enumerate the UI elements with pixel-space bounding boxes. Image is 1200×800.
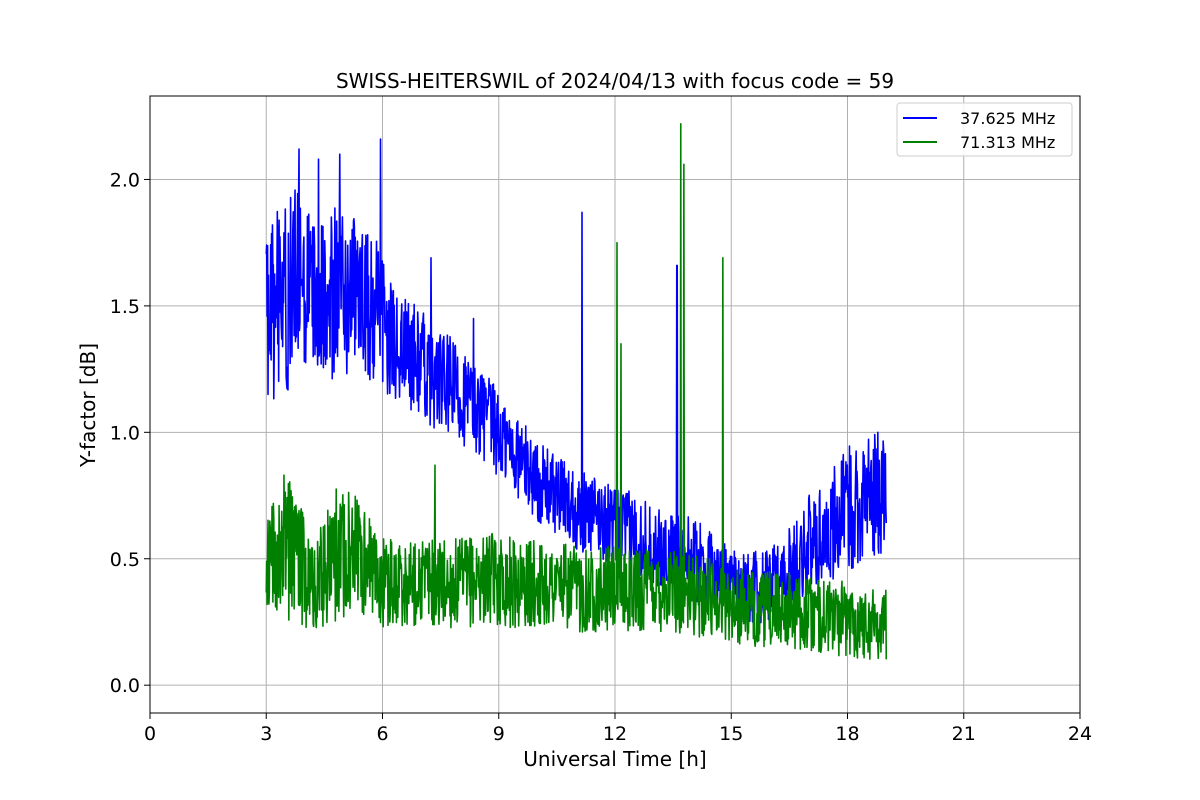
- y-tick-label: 1.0: [110, 422, 140, 444]
- x-tick-label: 12: [603, 723, 627, 745]
- x-tick-label: 6: [376, 723, 388, 745]
- y-axis-ticks: 0.0 0.5 1.0 1.5 2.0: [110, 169, 150, 697]
- x-tick-label: 24: [1068, 723, 1092, 745]
- x-tick-label: 18: [835, 723, 859, 745]
- legend-entry: 71.313 MHz: [960, 133, 1055, 152]
- chart-title: SWISS-HEITERSWIL of 2024/04/13 with focu…: [336, 69, 894, 93]
- x-tick-label: 15: [719, 723, 743, 745]
- legend: 37.625 MHz 71.313 MHz: [896, 102, 1073, 157]
- legend-entry: 37.625 MHz: [960, 109, 1055, 128]
- plot-area: [265, 123, 888, 660]
- legend-box: [896, 102, 1073, 157]
- x-axis-ticks: 0 3 6 9 12 15 18 21 24: [144, 713, 1092, 745]
- x-tick-label: 0: [144, 723, 156, 745]
- series-line: [265, 138, 888, 626]
- x-axis-label: Universal Time [h]: [523, 747, 706, 771]
- y-tick-label: 0.0: [110, 675, 140, 697]
- y-tick-label: 1.5: [110, 296, 140, 318]
- y-tick-label: 0.5: [110, 549, 140, 571]
- y-tick-label: 2.0: [110, 169, 140, 191]
- series-line: [265, 123, 888, 660]
- x-tick-label: 3: [260, 723, 272, 745]
- y-axis-label: Y-factor [dB]: [76, 343, 100, 468]
- x-tick-label: 9: [493, 723, 505, 745]
- x-tick-label: 21: [952, 723, 976, 745]
